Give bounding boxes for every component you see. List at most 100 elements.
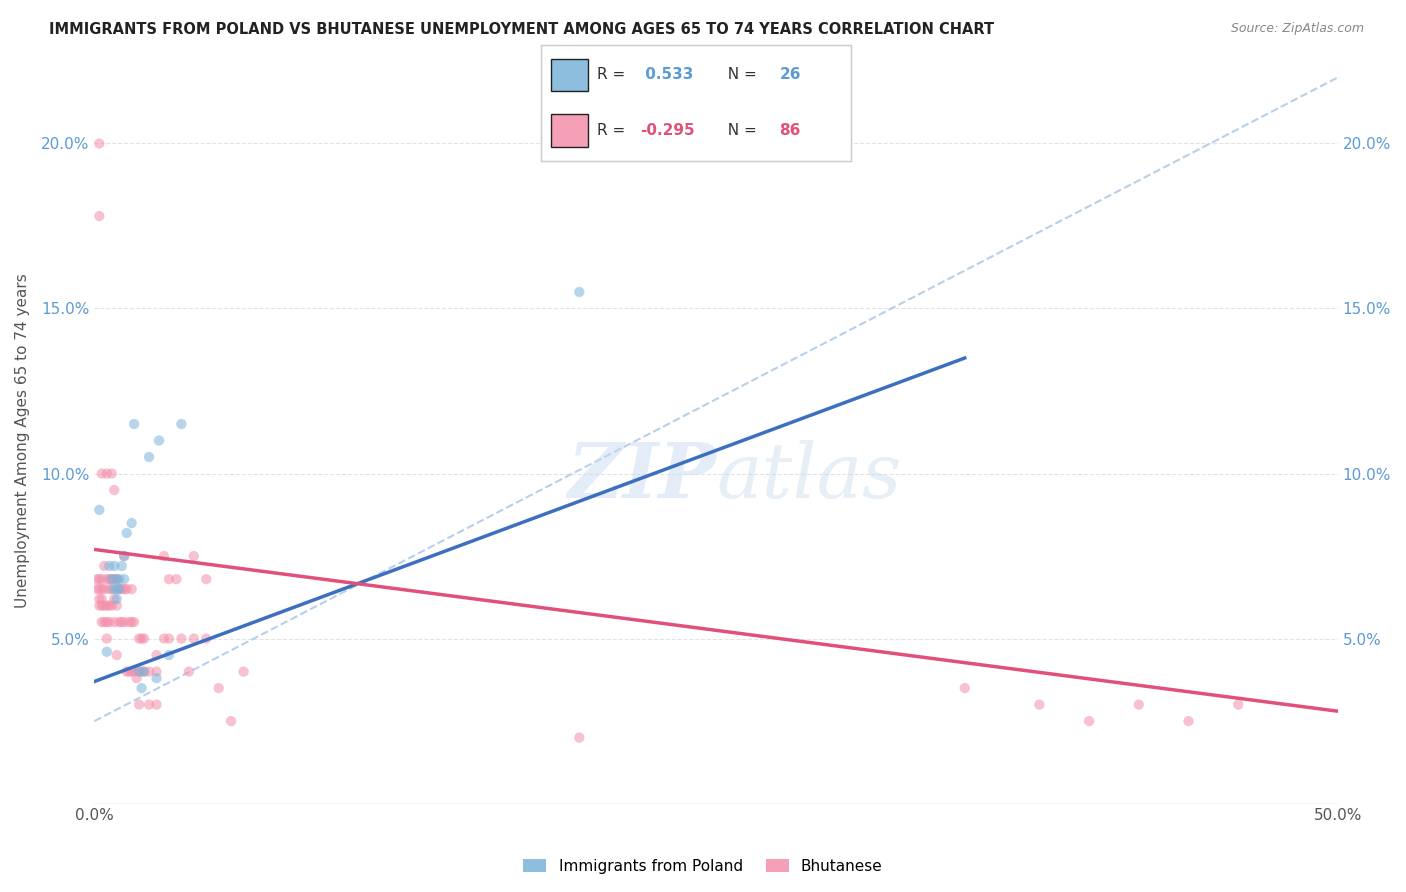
Point [103, 558, 125, 573]
Point [111, 558, 134, 573]
Point [105, 582, 128, 596]
Point [98, 615, 121, 629]
Point [132, 632, 155, 646]
Point [90, 582, 112, 596]
Point [208, 681, 231, 695]
Point [131, 681, 153, 695]
Point [183, 549, 205, 563]
Point [105, 572, 128, 586]
Point [86, 572, 108, 586]
Point [89, 591, 111, 606]
Point [157, 648, 180, 662]
Point [100, 572, 122, 586]
Point [132, 665, 155, 679]
Point [100, 467, 122, 481]
Point [90, 572, 112, 586]
Point [122, 665, 145, 679]
Point [112, 615, 135, 629]
Point [98, 572, 121, 586]
Point [122, 615, 145, 629]
Point [121, 582, 143, 596]
Point [145, 665, 167, 679]
Point [195, 632, 218, 646]
Point [96, 645, 118, 659]
Point [177, 665, 200, 679]
Point [89, 572, 111, 586]
Point [89, 503, 111, 517]
Point [96, 599, 118, 613]
Point [121, 665, 143, 679]
Point [128, 665, 150, 679]
Point [100, 572, 122, 586]
Point [128, 698, 150, 712]
Point [568, 731, 591, 745]
Point [90, 467, 112, 481]
Text: ZIP: ZIP [567, 440, 716, 514]
Point [115, 665, 138, 679]
Point [112, 549, 135, 563]
Point [108, 615, 131, 629]
Text: 86: 86 [779, 123, 801, 138]
Point [111, 615, 134, 629]
Point [1227, 698, 1250, 712]
Point [157, 572, 180, 586]
Point [131, 665, 153, 679]
Point [93, 558, 115, 573]
Point [103, 582, 125, 596]
Point [138, 698, 160, 712]
Point [89, 209, 111, 223]
Point [112, 572, 135, 586]
Point [121, 615, 143, 629]
Point [90, 599, 112, 613]
Point [131, 632, 153, 646]
Point [128, 665, 150, 679]
Point [128, 632, 150, 646]
Text: R =: R = [598, 123, 630, 138]
Point [132, 665, 155, 679]
Point [111, 582, 134, 596]
FancyBboxPatch shape [551, 114, 588, 146]
Point [183, 632, 205, 646]
Text: Source: ZipAtlas.com: Source: ZipAtlas.com [1230, 22, 1364, 36]
Text: -0.295: -0.295 [640, 123, 695, 138]
Point [195, 572, 218, 586]
Point [1028, 698, 1050, 712]
Point [568, 285, 591, 299]
Point [96, 467, 118, 481]
Point [145, 648, 167, 662]
Point [118, 665, 141, 679]
Point [96, 572, 118, 586]
Point [138, 450, 160, 464]
Text: N =: N = [717, 67, 761, 82]
Point [89, 599, 111, 613]
Text: 26: 26 [779, 67, 801, 82]
Point [170, 417, 193, 431]
Point [90, 615, 112, 629]
Point [98, 599, 121, 613]
Point [100, 599, 122, 613]
Point [98, 582, 121, 596]
Point [93, 615, 115, 629]
Point [953, 681, 976, 695]
Y-axis label: Unemployment Among Ages 65 to 74 years: Unemployment Among Ages 65 to 74 years [15, 273, 30, 608]
Point [90, 591, 112, 606]
Point [157, 632, 180, 646]
Point [115, 525, 138, 540]
Point [96, 632, 118, 646]
Point [93, 582, 115, 596]
Point [89, 582, 111, 596]
Text: N =: N = [717, 123, 761, 138]
Point [89, 136, 111, 151]
Point [108, 572, 131, 586]
Point [153, 632, 176, 646]
Text: IMMIGRANTS FROM POLAND VS BHUTANESE UNEMPLOYMENT AMONG AGES 65 TO 74 YEARS CORRE: IMMIGRANTS FROM POLAND VS BHUTANESE UNEM… [49, 22, 994, 37]
Text: 0.533: 0.533 [640, 67, 693, 82]
Point [1078, 714, 1101, 728]
Point [105, 591, 128, 606]
Point [115, 582, 138, 596]
Point [118, 615, 141, 629]
Point [103, 572, 125, 586]
FancyBboxPatch shape [551, 59, 588, 91]
Point [145, 671, 167, 685]
Point [108, 582, 131, 596]
